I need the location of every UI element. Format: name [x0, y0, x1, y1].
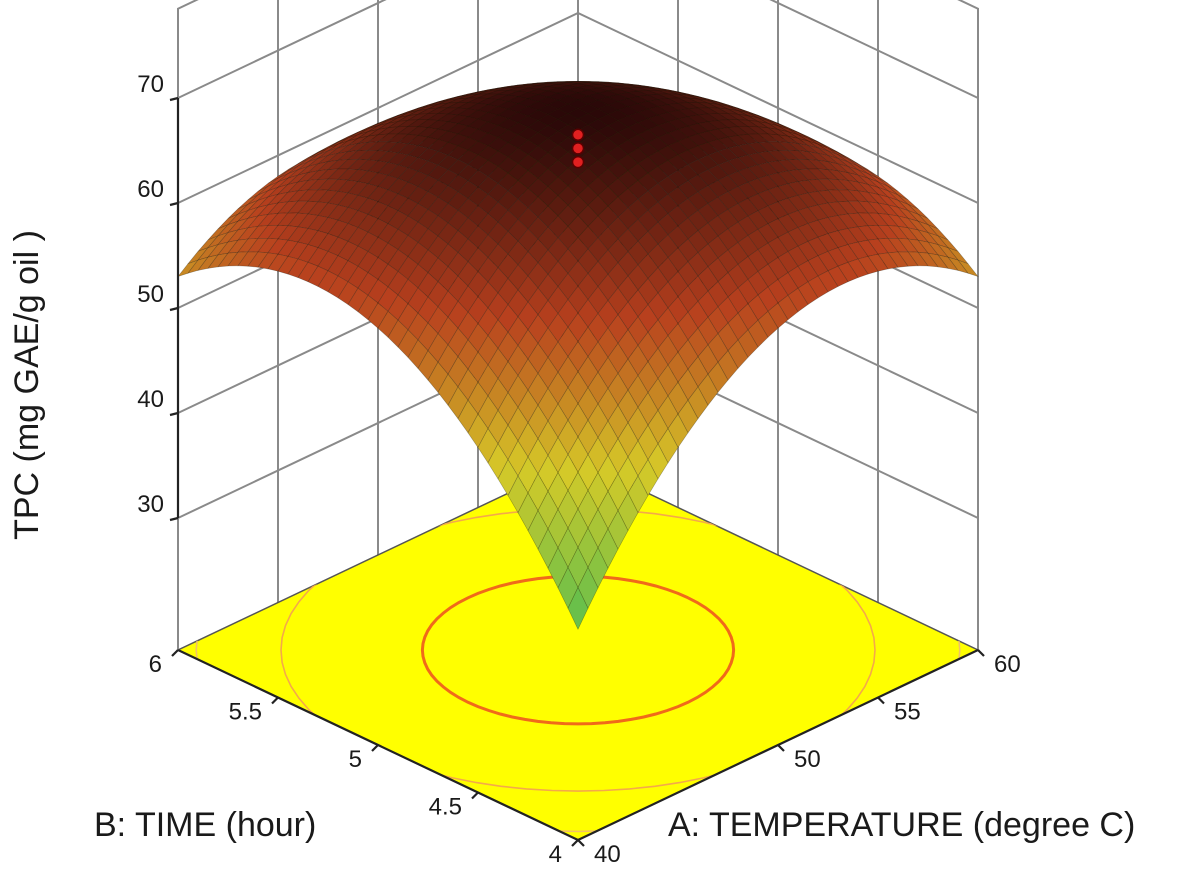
z-tick	[170, 203, 178, 205]
z-tick-label: 40	[137, 386, 164, 413]
x-tick	[778, 745, 784, 751]
design-points	[573, 129, 584, 167]
x-tick	[978, 650, 984, 656]
design-point	[573, 143, 584, 154]
y-axis-title: B: TIME (hour)	[94, 806, 316, 844]
y-tick-label: 4.5	[429, 794, 462, 821]
y-tick-label: 5.5	[229, 699, 262, 726]
z-tick	[170, 518, 178, 520]
design-point	[573, 157, 584, 168]
y-tick	[272, 698, 278, 704]
z-tick-label: 60	[137, 176, 164, 203]
z-axis-title: TPC (mg GAE/g oil )	[8, 230, 46, 540]
z-tick-label: 30	[137, 491, 164, 518]
z-tick	[170, 308, 178, 310]
x-tick-label: 40	[594, 841, 621, 868]
x-tick	[578, 840, 584, 846]
x-axis-title: A: TEMPERATURE (degree C)	[668, 806, 1135, 844]
z-tick	[170, 413, 178, 415]
y-tick-label: 6	[149, 651, 162, 678]
x-tick	[878, 698, 884, 704]
y-tick-label: 4	[549, 841, 562, 868]
y-tick	[372, 745, 378, 751]
z-tick	[170, 98, 178, 100]
z-tick-label: 70	[137, 71, 164, 98]
x-tick-label: 55	[894, 699, 921, 726]
y-tick	[472, 793, 478, 799]
design-point	[573, 129, 584, 140]
x-tick-label: 60	[994, 651, 1021, 678]
y-tick	[572, 840, 578, 846]
z-tick-label: 50	[137, 281, 164, 308]
y-tick-label: 5	[349, 746, 362, 773]
x-tick-label: 50	[794, 746, 821, 773]
y-tick	[172, 650, 178, 656]
